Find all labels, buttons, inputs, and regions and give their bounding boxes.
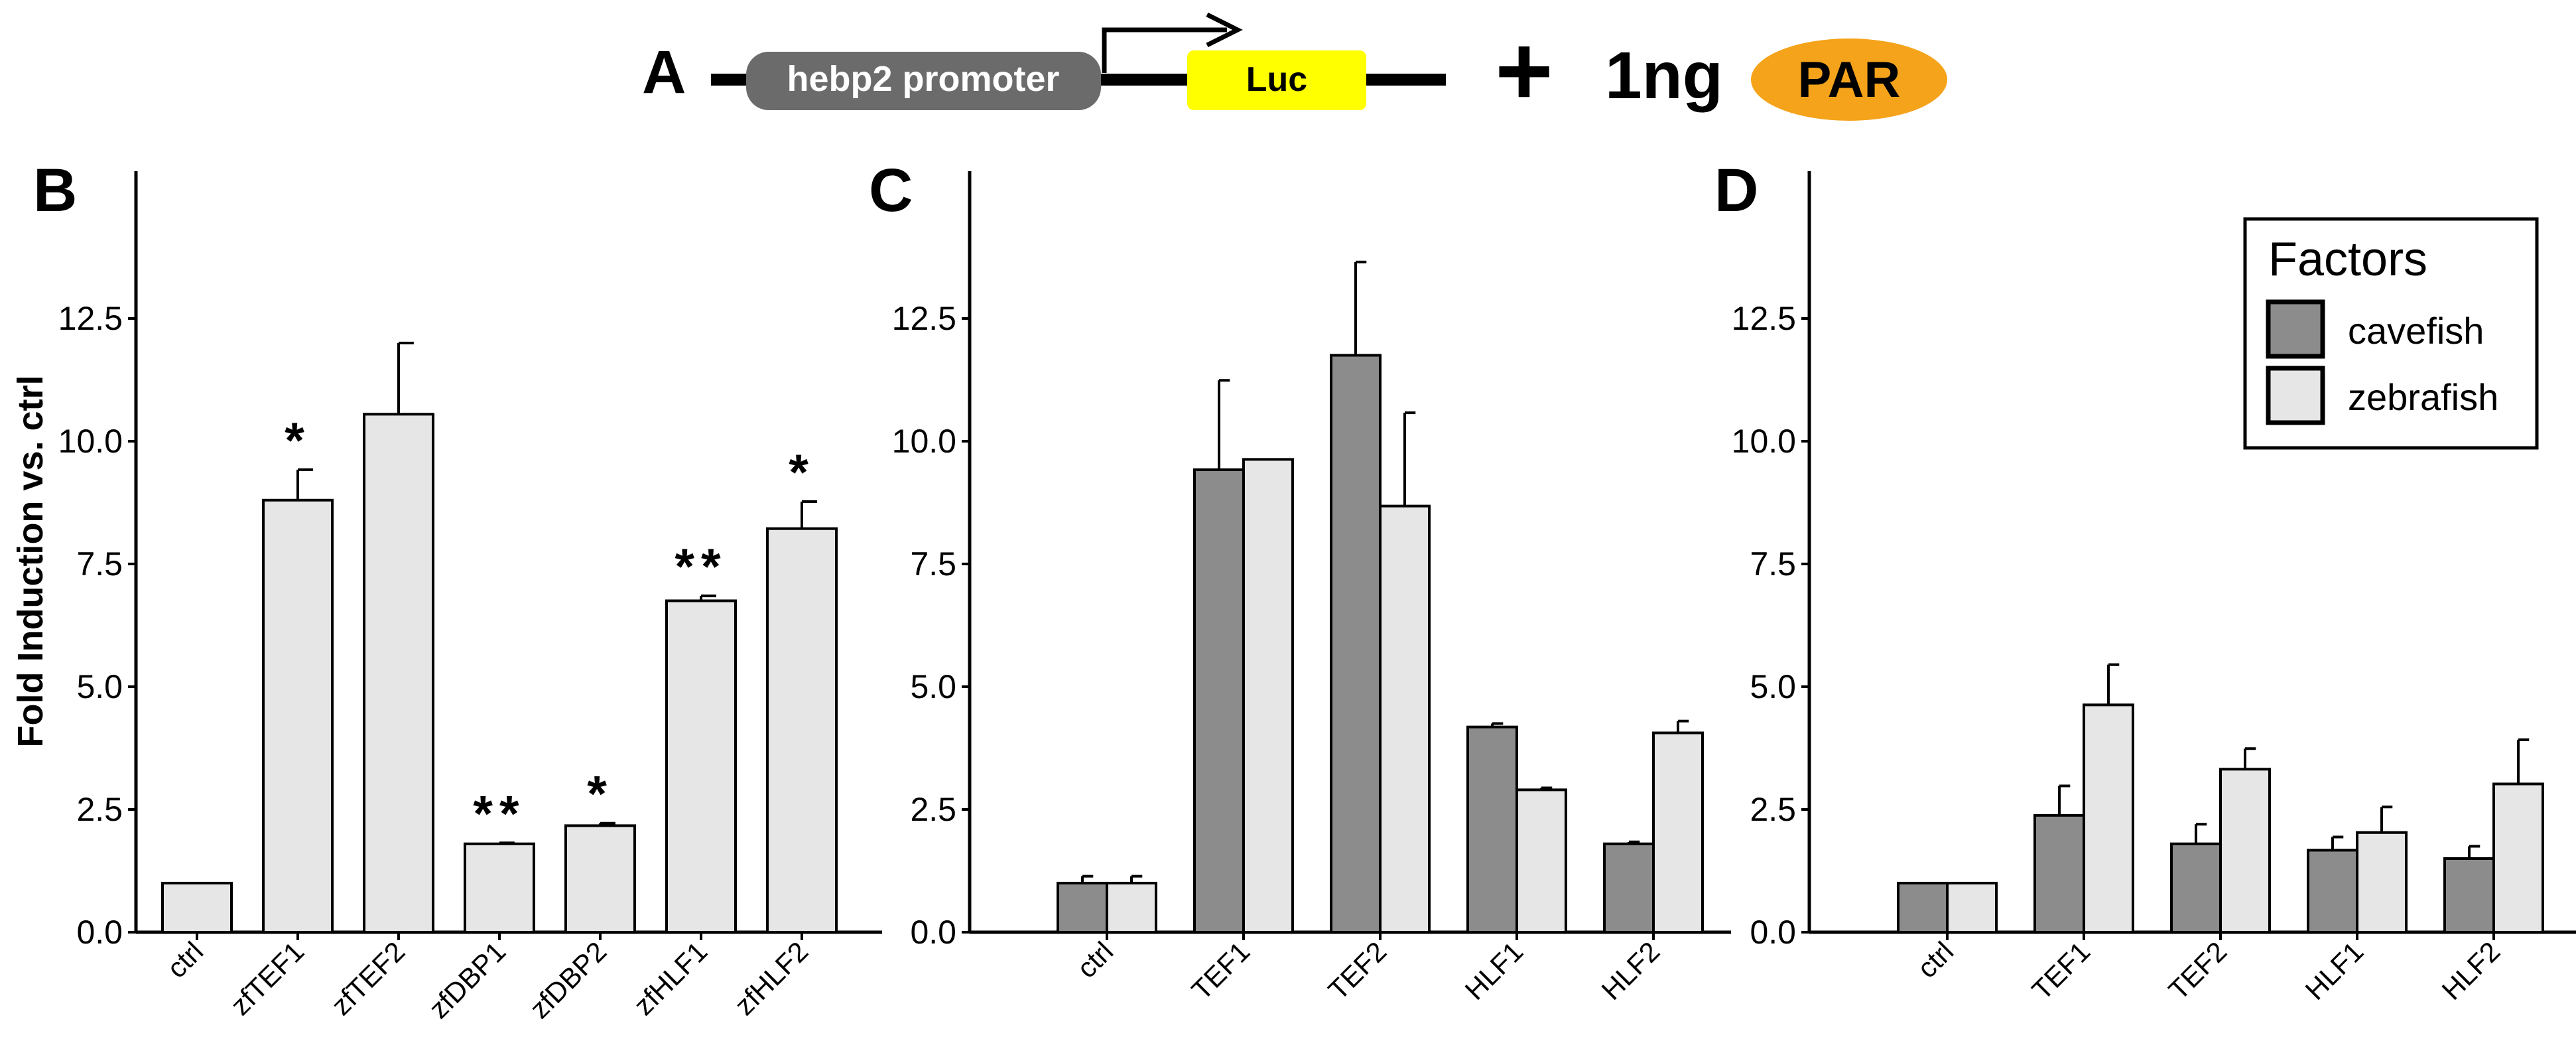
bar-c-zebrafish-tef1 — [1242, 458, 1294, 934]
y-tick-label-b: 7.5 — [76, 545, 123, 583]
y-tick-label-d: 10.0 — [1732, 423, 1796, 460]
plus-sign: + — [1495, 15, 1553, 126]
bar-c-zebrafish-ctrl — [1106, 882, 1157, 934]
x-tick-label-b-zfhlf1: zfHLF1 — [627, 936, 713, 1021]
bar-d-zebrafish-hlf2 — [2492, 782, 2544, 934]
bar-d-cavefish-tef1 — [2033, 813, 2085, 934]
bar-d-zebrafish-tef1 — [2083, 703, 2134, 934]
significance-b-zfdbp1: ** — [473, 786, 525, 842]
promoter-box — [746, 52, 1101, 110]
y-tick-label-b: 10.0 — [58, 423, 123, 460]
significance-b-zfhlf1: ** — [675, 539, 727, 595]
significance-b-zfhlf2: * — [789, 445, 815, 501]
x-tick-label-b-zftef1: zfTEF1 — [224, 936, 310, 1021]
bar-c-cavefish-ctrl — [1057, 882, 1108, 934]
construct-schematic: A hebp2 promoter Luc + 1ng PAR — [642, 12, 1947, 126]
tss-arrow-head-icon — [1206, 12, 1243, 48]
bar-b-zebrafish-zftef2 — [363, 413, 434, 934]
legend-label-zebrafish: zebrafish — [2348, 376, 2498, 418]
bar-c-cavefish-hlf1 — [1466, 725, 1518, 934]
x-tick-label-c-ctrl: ctrl — [1071, 936, 1120, 984]
bar-c-zebrafish-hlf1 — [1515, 788, 1567, 934]
significance-b-zftef1: * — [285, 413, 311, 469]
y-tick-label-d: 0.0 — [1750, 914, 1796, 951]
bar-b-zebrafish-ctrl — [161, 882, 233, 934]
y-tick-label-d: 7.5 — [1750, 545, 1796, 583]
y-axis-title: Fold Induction vs. ctrl — [11, 375, 50, 747]
bar-d-cavefish-hlf2 — [2443, 857, 2495, 934]
y-tick-label-c: 2.5 — [910, 791, 956, 828]
x-tick-label-d-hlf1: HLF1 — [2299, 936, 2370, 1006]
bar-b-zebrafish-zfdbp2 — [564, 824, 636, 934]
bar-b-zebrafish-zftef1 — [262, 498, 334, 934]
bar-d-cavefish-ctrl — [1897, 882, 1949, 934]
chart-panel-c: 0.0 2.5 5.0 7.5 10.0 12.5 ctrl TEF1 TEF2 HLF1 HLF2 — [892, 171, 1731, 1006]
promoter-label: hebp2 promoter — [787, 59, 1059, 99]
x-tick-label-b-zfdbp2: zfDBP2 — [523, 936, 612, 1024]
y-tick-label-d: 12.5 — [1732, 300, 1796, 337]
legend-swatch-cavefish — [2266, 299, 2325, 359]
bar-c-cavefish-tef2 — [1330, 354, 1382, 934]
y-tick-label-c: 10.0 — [892, 423, 956, 460]
x-tick-label-c-hlf2: HLF2 — [1596, 936, 1666, 1006]
y-tick-label-b: 0.0 — [76, 914, 123, 951]
x-tick-label-b-zftef2: zfTEF2 — [325, 936, 411, 1021]
y-tick-label-c: 7.5 — [910, 545, 956, 583]
y-tick-label-b: 2.5 — [76, 791, 123, 828]
x-tick-label-b-ctrl: ctrl — [161, 936, 210, 984]
bar-d-zebrafish-hlf1 — [2356, 831, 2408, 934]
x-tick-label-c-hlf1: HLF1 — [1459, 936, 1529, 1006]
bar-c-cavefish-tef1 — [1193, 468, 1245, 934]
x-tick-label-b-zfhlf2: zfHLF2 — [728, 936, 814, 1021]
luc-reporter-label: Luc — [1246, 60, 1307, 99]
legend-title: Factors — [2268, 233, 2427, 286]
legend: Factors cavefish zebrafish — [2243, 217, 2539, 450]
par-factor-label: PAR — [1798, 52, 1901, 108]
tss-arrow-stem — [1102, 27, 1227, 73]
y-tick-label-c: 0.0 — [910, 914, 956, 951]
bar-d-cavefish-tef2 — [2170, 842, 2222, 934]
panel-label-b: B — [33, 157, 77, 224]
par-factor-ellipse — [1751, 38, 1947, 121]
x-tick-label-d-hlf2: HLF2 — [2436, 936, 2506, 1006]
bar-c-zebrafish-hlf2 — [1652, 731, 1704, 934]
significance-b-zfdbp2: * — [587, 766, 613, 823]
panel-label-d: D — [1714, 157, 1758, 224]
y-tick-label-c: 12.5 — [892, 300, 956, 337]
bar-c-cavefish-hlf2 — [1603, 842, 1655, 934]
x-tick-label-c-tef1: TEF1 — [1186, 936, 1256, 1006]
x-tick-label-c-tef2: TEF2 — [1322, 936, 1393, 1006]
x-tick-label-d-tef1: TEF1 — [2026, 936, 2096, 1006]
bar-b-zebrafish-zfhlf2 — [766, 527, 838, 934]
panel-label-c: C — [869, 157, 913, 224]
x-tick-label-d-ctrl: ctrl — [1911, 936, 1960, 984]
y-tick-label-c: 5.0 — [910, 668, 956, 705]
panel-label-a: A — [642, 38, 686, 106]
bar-d-zebrafish-tef2 — [2219, 768, 2271, 934]
bar-c-zebrafish-tef2 — [1379, 504, 1431, 934]
amount-label: 1ng — [1605, 38, 1723, 113]
y-tick-label-d: 2.5 — [1750, 791, 1796, 828]
legend-swatch-zebrafish — [2266, 366, 2325, 425]
bar-d-cavefish-hlf1 — [2307, 849, 2358, 934]
y-tick-label-b: 12.5 — [58, 300, 123, 337]
bar-b-zebrafish-zfdbp1 — [464, 842, 535, 934]
y-tick-label-d: 5.0 — [1750, 668, 1796, 705]
x-tick-label-d-tef2: TEF2 — [2163, 936, 2233, 1006]
luc-reporter-box — [1187, 50, 1366, 110]
bar-b-zebrafish-zfhlf1 — [665, 599, 737, 934]
x-tick-label-b-zfdbp1: zfDBP1 — [422, 936, 511, 1024]
bar-d-zebrafish-ctrl — [1946, 882, 1998, 934]
y-tick-label-b: 5.0 — [76, 668, 123, 705]
legend-label-cavefish: cavefish — [2348, 310, 2484, 352]
